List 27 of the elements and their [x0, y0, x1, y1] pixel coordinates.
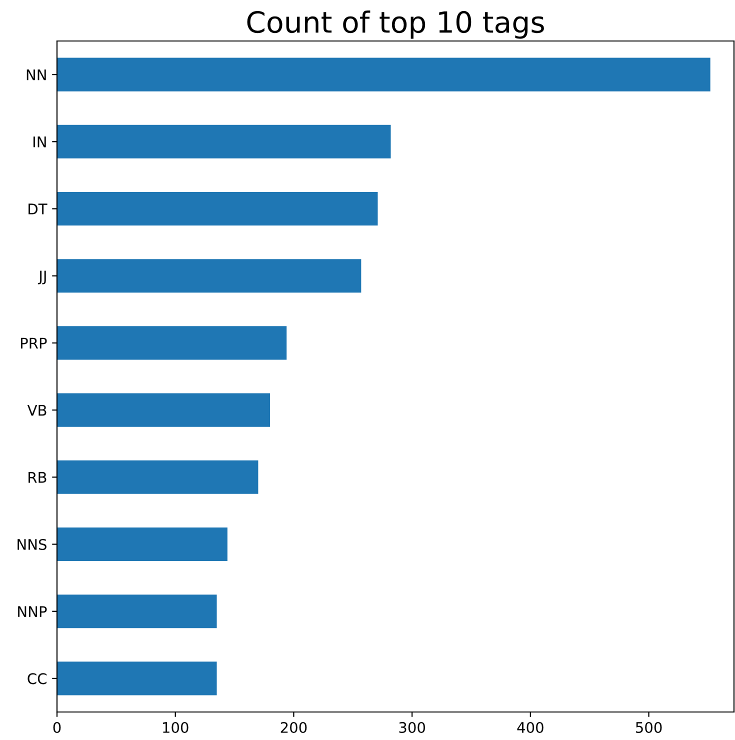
bar	[57, 124, 391, 158]
y-tick-label: VB	[27, 404, 46, 416]
bar	[57, 594, 217, 628]
bar	[57, 393, 270, 427]
x-tick-label: 200	[280, 722, 307, 734]
y-tick-label: NNP	[18, 606, 47, 617]
bar	[57, 192, 378, 226]
x-tick-label: 100	[163, 722, 188, 734]
x-tick-label: 500	[636, 722, 662, 734]
y-tick-label: IN	[33, 136, 46, 148]
y-tick-label: PRP	[20, 338, 47, 348]
bar	[57, 460, 258, 494]
bar	[57, 259, 362, 293]
bar	[57, 326, 287, 360]
x-tick-label: 400	[517, 722, 544, 734]
y-tick-label: NNS	[18, 538, 46, 550]
x-tick-label: 0	[53, 722, 61, 734]
y-tick-label: CC	[28, 673, 46, 684]
bar	[57, 662, 217, 696]
chart-title: Count of top 10 tags	[247, 10, 544, 39]
y-tick-label: JJ	[38, 270, 46, 284]
y-tick-label: DT	[28, 204, 48, 214]
bar	[57, 58, 710, 92]
y-tick-label: RB	[28, 472, 46, 483]
bar	[57, 527, 228, 562]
x-tick-label: 300	[399, 722, 426, 734]
y-tick-label: NN	[26, 69, 46, 80]
